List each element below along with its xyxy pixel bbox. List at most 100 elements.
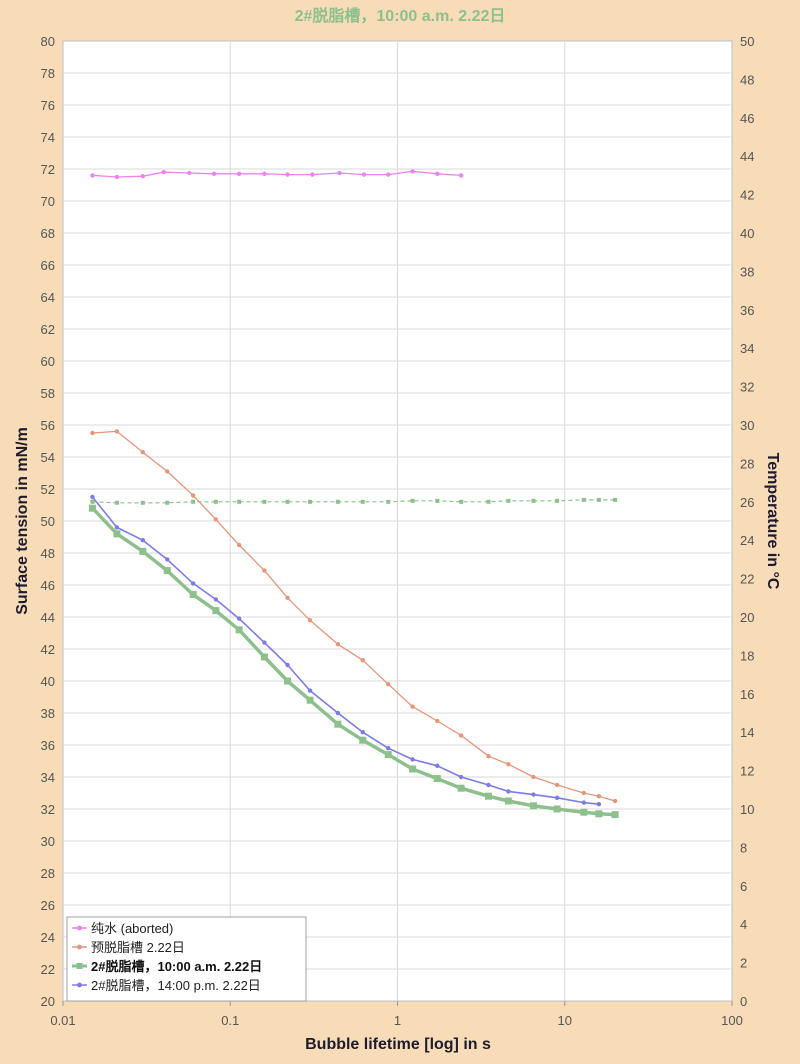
legend-entry-label: 纯水 (aborted) [91,921,173,936]
data-point-3 [335,710,341,716]
y-tick-label: 46 [41,578,55,593]
data-point-3 [213,597,219,602]
data-point-2 [529,802,537,810]
data-point-3 [90,494,95,500]
data-point-2 [580,808,588,816]
data-point-3 [554,795,560,800]
y2-tick-label: 8 [740,840,747,855]
y-tick-label: 58 [41,386,55,401]
data-point-1 [410,704,415,709]
data-point-1 [236,542,242,548]
data-point-0 [236,171,242,176]
y-tick-label: 38 [41,706,55,721]
data-point-1 [285,595,290,600]
data-point-4 [90,499,95,504]
data-point-1 [90,430,95,436]
data-point-4 [213,499,218,504]
data-point-1 [386,682,391,687]
data-point-1 [262,568,267,573]
data-point-3 [596,802,602,807]
data-point-1 [458,733,464,738]
data-point-4 [435,498,440,503]
y-tick-label: 60 [41,354,55,369]
y2-tick-label: 24 [740,533,754,548]
chart-title: 2#脱脂槽，10:00 a.m. 2.22日 [295,6,506,25]
data-point-2 [484,792,492,800]
data-point-1 [307,618,313,623]
x-tick-label: 0.1 [221,1013,239,1028]
y-tick-label: 34 [41,770,55,785]
y2-tick-label: 30 [740,418,754,433]
data-point-3 [410,757,415,762]
data-point-4 [262,499,267,504]
data-point-2 [504,797,512,805]
y2-axis-title: Temperature in °C [764,453,781,590]
data-point-0 [310,172,315,177]
y-tick-label: 42 [41,642,55,657]
y2-tick-label: 32 [740,380,754,395]
data-point-4 [165,500,170,505]
data-point-4 [596,497,601,502]
data-point-1 [435,718,440,724]
data-point-1 [531,774,536,780]
data-point-0 [361,172,367,177]
data-point-2 [595,810,603,818]
data-point-4 [308,499,313,504]
data-point-2 [163,567,171,575]
data-point-0 [161,170,166,175]
legend-swatch-marker [77,925,82,931]
legend-entry-label: 预脱脂槽 2.22日 [91,940,185,955]
data-point-0 [285,172,290,177]
series-line-3 [91,496,599,805]
data-point-2 [139,547,147,555]
data-point-4 [459,499,464,504]
data-point-3 [581,800,587,805]
data-point-4 [531,498,536,503]
data-point-2 [260,653,268,661]
x-tick-label: 100 [721,1013,743,1028]
y-tick-label: 76 [41,98,55,113]
data-point-2 [553,805,561,813]
y2-tick-label: 44 [740,149,754,164]
y2-tick-label: 46 [740,111,754,126]
data-point-0 [386,172,391,177]
data-point-3 [190,581,196,586]
y2-tick-label: 6 [740,879,747,894]
data-point-4 [140,500,145,505]
data-point-4 [555,498,560,503]
y-tick-label: 26 [41,898,55,913]
data-point-4 [386,499,391,504]
data-point-3 [506,789,511,794]
x-tick-label: 1 [394,1013,401,1028]
data-point-3 [285,662,290,668]
data-point-3 [458,774,464,780]
y2-tick-label: 2 [740,956,747,971]
data-point-3 [114,525,120,530]
data-point-1 [486,754,491,759]
y-tick-label: 68 [41,226,55,241]
legend-swatch-marker [77,944,82,950]
data-point-0 [187,170,192,176]
y2-tick-label: 22 [740,572,754,587]
data-point-3 [486,782,491,788]
y2-tick-label: 38 [740,264,754,279]
data-point-2 [284,677,292,685]
legend-entry-label: 2#脱脂槽，10:00 a.m. 2.22日 [91,959,262,974]
data-point-4 [581,497,586,502]
y2-tick-label: 14 [740,725,754,740]
y-tick-label: 54 [41,450,55,465]
data-point-3 [435,763,440,768]
y2-tick-label: 28 [740,456,754,471]
data-point-2 [334,720,342,728]
y2-tick-label: 48 [740,72,754,87]
y2-tick-label: 20 [740,610,754,625]
data-point-4 [506,498,511,503]
data-point-4 [410,498,415,503]
data-point-4 [114,500,119,505]
y2-tick-label: 16 [740,687,754,702]
data-point-2 [88,504,96,512]
y-tick-label: 40 [41,674,55,689]
data-point-0 [410,169,415,174]
y-axis-title: Surface tension in mN/m [14,427,31,615]
